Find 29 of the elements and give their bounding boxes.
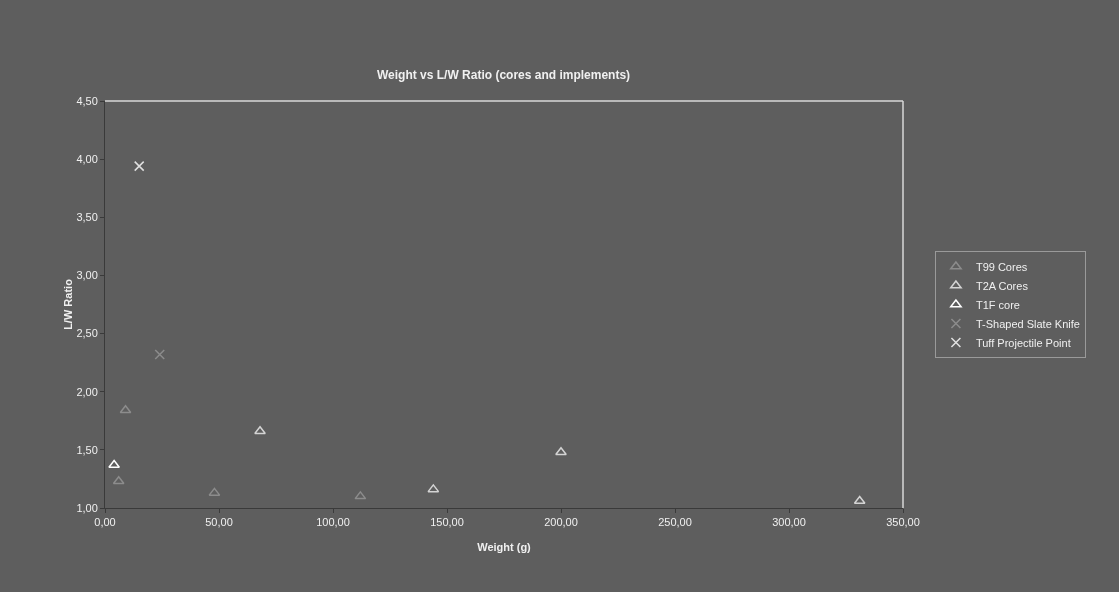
y-tick-label: 2,50	[76, 327, 98, 340]
point	[555, 446, 567, 456]
point	[133, 160, 145, 172]
x-tick-label: 200,00	[544, 516, 578, 529]
chart-title: Weight vs L/W Ratio (cores and implements)	[376, 68, 631, 83]
y-tick-label: 2,00	[76, 385, 98, 398]
x-tick-label: 0,00	[94, 516, 116, 529]
legend-label: Tuff Projectile Point	[975, 336, 1071, 349]
x-axis-title: Weight (g)	[477, 541, 532, 553]
y-tick-label: 3,50	[76, 211, 98, 224]
x-tick-label: 100,00	[316, 516, 350, 529]
y-axis-title: L/W Ratio	[62, 278, 75, 330]
x-tick-label: 150,00	[430, 516, 464, 529]
y-tick-label: 1,50	[76, 443, 98, 456]
y-tick-label: 3,00	[76, 269, 98, 282]
y-tick-label: 4,00	[76, 152, 98, 165]
legend-label: T1F core	[975, 298, 1020, 311]
y-tick-label: 1,00	[76, 501, 98, 514]
point	[254, 426, 266, 435]
legend-label: T99 Cores	[975, 260, 1028, 273]
point	[853, 495, 866, 505]
x-tick-label: 250,00	[658, 516, 692, 529]
y-tick-label: 4,50	[76, 94, 98, 107]
legend-label: T2A Cores	[975, 279, 1029, 292]
point	[154, 349, 165, 360]
legend-label: T-Shaped Slate Knife	[975, 317, 1080, 330]
x-tick-label: 350,00	[886, 516, 920, 529]
x-tick-label: 50,00	[205, 516, 233, 529]
x-tick-label: 300,00	[772, 516, 806, 529]
